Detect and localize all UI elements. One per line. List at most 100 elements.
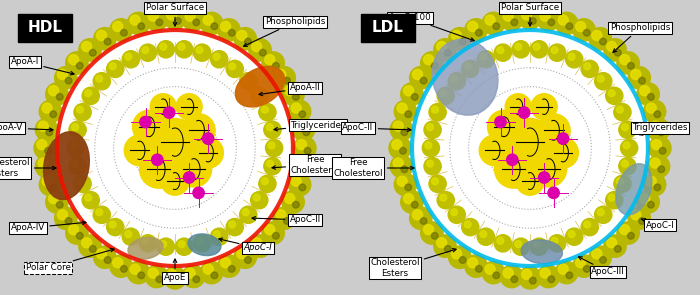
Circle shape [494, 44, 512, 61]
Circle shape [259, 175, 276, 192]
Circle shape [440, 90, 447, 97]
Circle shape [617, 106, 623, 113]
Circle shape [584, 63, 591, 70]
Circle shape [39, 173, 62, 196]
Circle shape [228, 30, 235, 36]
Circle shape [120, 30, 127, 36]
Circle shape [573, 255, 595, 277]
Circle shape [643, 173, 666, 196]
Circle shape [437, 191, 454, 209]
Circle shape [468, 258, 478, 268]
Text: Free
Cholesterol: Free Cholesterol [333, 158, 414, 178]
Circle shape [506, 119, 554, 166]
Circle shape [440, 194, 447, 201]
Circle shape [451, 75, 458, 82]
Text: Triglycerides: Triglycerides [274, 120, 346, 131]
Circle shape [617, 52, 639, 74]
Circle shape [146, 265, 168, 288]
Circle shape [272, 232, 279, 239]
Circle shape [437, 87, 454, 104]
Circle shape [637, 191, 659, 213]
Circle shape [583, 30, 590, 36]
Circle shape [276, 69, 286, 80]
Circle shape [619, 121, 636, 138]
Circle shape [203, 264, 214, 274]
FancyBboxPatch shape [18, 14, 72, 42]
Circle shape [392, 140, 402, 150]
Circle shape [293, 155, 315, 178]
Circle shape [497, 237, 504, 244]
Circle shape [291, 176, 301, 186]
Circle shape [66, 52, 88, 74]
Text: ApoC-II: ApoC-II [342, 124, 411, 132]
Circle shape [420, 77, 427, 84]
Text: HDL: HDL [27, 20, 62, 35]
Circle shape [637, 83, 659, 105]
Circle shape [176, 152, 211, 187]
Circle shape [422, 139, 440, 157]
Text: ApoB-100: ApoB-100 [389, 14, 474, 41]
Circle shape [512, 238, 529, 255]
Circle shape [617, 178, 623, 185]
Circle shape [273, 207, 295, 230]
Circle shape [96, 75, 103, 82]
Circle shape [295, 158, 305, 168]
Text: ApoA-II: ApoA-II [259, 83, 321, 96]
Circle shape [648, 118, 670, 141]
Circle shape [500, 265, 523, 288]
Text: ApoC-II: ApoC-II [252, 216, 321, 224]
Circle shape [264, 158, 281, 175]
Circle shape [226, 60, 244, 78]
Circle shape [174, 18, 181, 24]
Circle shape [264, 121, 281, 138]
Circle shape [558, 15, 568, 25]
Circle shape [35, 118, 57, 141]
Circle shape [125, 53, 132, 60]
Circle shape [600, 257, 606, 263]
Circle shape [284, 218, 290, 224]
Circle shape [261, 178, 268, 185]
Circle shape [260, 49, 266, 56]
Circle shape [425, 142, 432, 149]
Circle shape [533, 43, 540, 50]
Circle shape [237, 249, 247, 259]
Circle shape [426, 160, 433, 167]
Circle shape [424, 224, 433, 235]
Circle shape [132, 110, 166, 143]
Circle shape [276, 210, 286, 220]
Circle shape [548, 187, 559, 199]
Circle shape [202, 133, 214, 144]
Circle shape [74, 175, 91, 192]
Circle shape [109, 221, 116, 228]
Circle shape [627, 232, 634, 239]
Circle shape [449, 28, 471, 50]
Circle shape [459, 38, 466, 45]
Ellipse shape [128, 237, 163, 259]
Circle shape [575, 258, 586, 268]
Circle shape [583, 266, 590, 272]
Circle shape [48, 194, 59, 204]
Circle shape [110, 19, 132, 41]
Circle shape [139, 235, 157, 252]
Circle shape [568, 53, 575, 60]
Circle shape [82, 238, 92, 248]
Circle shape [500, 8, 523, 31]
Circle shape [566, 23, 573, 30]
Circle shape [410, 67, 432, 89]
Circle shape [273, 67, 295, 89]
Circle shape [424, 121, 441, 138]
Circle shape [193, 276, 199, 283]
Circle shape [614, 104, 631, 121]
Circle shape [400, 83, 423, 105]
Circle shape [620, 224, 630, 235]
Circle shape [50, 184, 57, 191]
Circle shape [538, 172, 550, 183]
Circle shape [293, 201, 299, 208]
Circle shape [251, 238, 262, 248]
Circle shape [412, 201, 418, 208]
Circle shape [620, 55, 630, 65]
Circle shape [503, 11, 513, 21]
Circle shape [35, 155, 57, 178]
Circle shape [475, 30, 482, 36]
Circle shape [449, 246, 471, 268]
